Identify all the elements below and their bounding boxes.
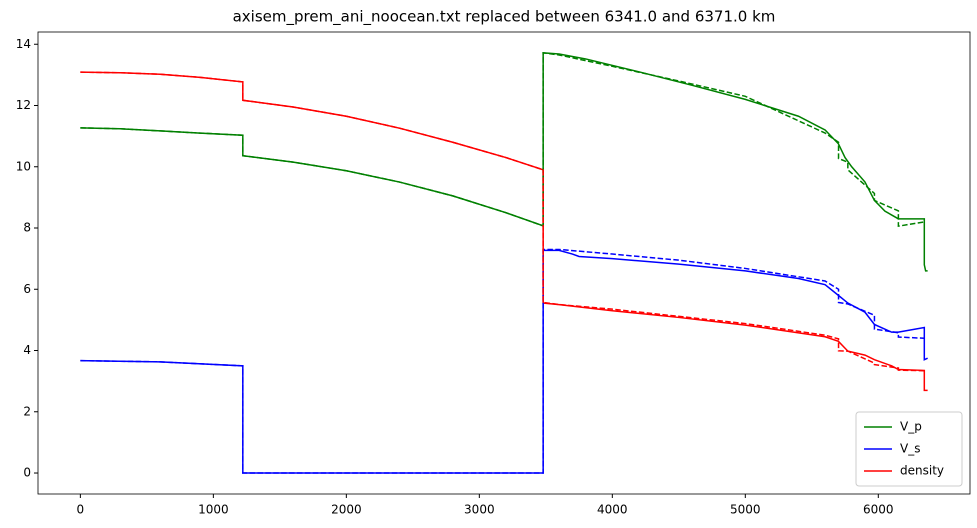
y-tick-label: 2	[23, 404, 31, 418]
x-tick-label: 3000	[464, 503, 495, 517]
x-tick-label: 0	[77, 503, 85, 517]
x-tick-label: 5000	[730, 503, 761, 517]
y-tick-label: 14	[16, 37, 31, 51]
legend-box	[855, 411, 963, 487]
y-tick-label: 8	[23, 221, 31, 235]
x-tick-label: 1000	[198, 503, 229, 517]
data-line	[80, 51, 925, 228]
data-line	[80, 248, 925, 474]
y-tick-label: 12	[16, 98, 31, 112]
legend-label: V_s	[900, 442, 920, 456]
legend-label: density	[900, 464, 944, 478]
y-tick-label: 4	[23, 343, 31, 357]
y-tick-label: 0	[23, 466, 31, 480]
y-tick-label: 6	[23, 282, 31, 296]
legend-label: V_p	[900, 420, 922, 434]
data-line	[80, 71, 925, 372]
plot-frame	[37, 31, 971, 495]
y-tick-label: 10	[16, 159, 31, 173]
x-tick-label: 2000	[331, 503, 362, 517]
chart-title: axisem_prem_ani_noocean.txt replaced bet…	[233, 8, 776, 27]
x-tick-label: 4000	[597, 503, 628, 517]
x-tick-label: 6000	[863, 503, 894, 517]
